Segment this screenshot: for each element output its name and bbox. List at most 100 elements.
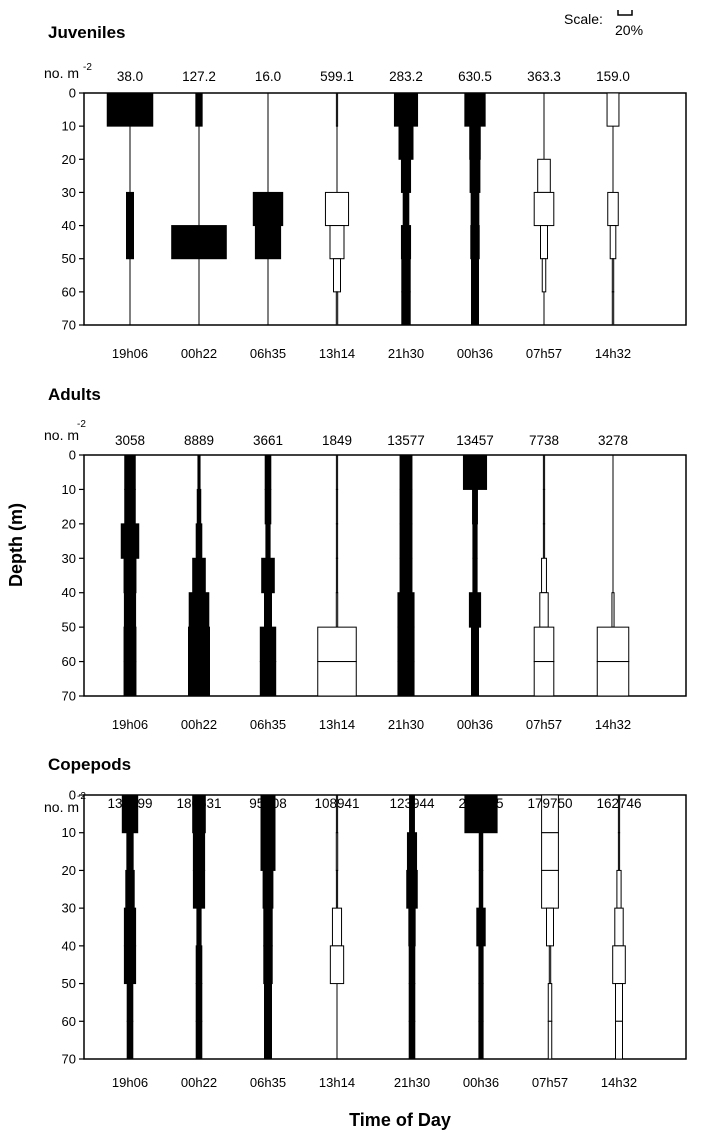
depth-bar (397, 661, 415, 697)
plot-frame (83, 794, 687, 1060)
depth-bar (616, 869, 622, 909)
column-time-label: 21h30 (388, 346, 424, 361)
depth-bar (469, 158, 481, 193)
column-07h57: 179750 07h57 (527, 794, 573, 1090)
depth-bar (541, 869, 559, 909)
depth-bar (399, 454, 413, 490)
column-time-label: 19h06 (112, 1075, 148, 1090)
depth-bar (264, 1020, 272, 1060)
depth-bar (542, 523, 546, 559)
count-unit-label: no. m (44, 65, 79, 81)
depth-bar (126, 225, 134, 260)
depth-bar (317, 626, 357, 663)
depth-bar (335, 523, 339, 559)
depth-bar (471, 626, 479, 663)
depth-bar (335, 832, 339, 871)
column-time-label: 06h35 (250, 1075, 286, 1090)
depth-bar (335, 557, 339, 594)
depth-bar (335, 92, 339, 127)
y-tick-label: 60 (62, 654, 76, 669)
depth-bar (188, 592, 210, 628)
count-unit-exponent: -2 (77, 791, 86, 802)
depth-bar (478, 1020, 484, 1060)
column-count: 123944 (389, 796, 435, 811)
depth-bar (546, 907, 554, 947)
depth-bar (171, 225, 227, 260)
depth-bar (196, 907, 202, 947)
depth-bar (393, 92, 419, 127)
y-tick-label: 0 (69, 788, 76, 803)
y-tick-label: 30 (62, 185, 76, 200)
depth-bar (533, 191, 555, 227)
depth-bar (468, 592, 482, 628)
depth-bar (472, 557, 478, 594)
depth-bar (478, 832, 484, 871)
depth-bar (471, 258, 479, 293)
y-tick-label: 40 (62, 585, 76, 600)
column-time-label: 13h14 (319, 1075, 355, 1090)
depth-bar (254, 225, 282, 260)
column-13h14: 1849 13h14 (317, 433, 357, 732)
column-14h32: 159.0 14h32 (595, 69, 631, 361)
column-count: 95808 (249, 796, 287, 811)
depth-bar (596, 626, 630, 663)
depth-bar (126, 832, 134, 871)
depth-bar (335, 291, 339, 326)
column-time-label: 07h57 (532, 1075, 568, 1090)
y-tick-label: 70 (62, 689, 76, 704)
y-tick-label: 50 (62, 251, 76, 266)
y-tick-label: 30 (62, 901, 76, 916)
y-tick-label: 30 (62, 551, 76, 566)
depth-bar (188, 626, 210, 663)
depth-bar (400, 158, 412, 193)
depth-bar (539, 592, 549, 628)
column-count: 13457 (456, 433, 494, 448)
column-00h36: 201855 00h36 (458, 794, 504, 1090)
y-tick-label: 20 (62, 516, 76, 531)
column-time-label: 00h36 (463, 1075, 499, 1090)
y-tick-label: 40 (62, 218, 76, 233)
y-tick-label: 10 (62, 825, 76, 840)
plot-frame (83, 92, 687, 326)
column-00h36: 13457 00h36 (456, 433, 494, 732)
column-time-label: 19h06 (112, 346, 148, 361)
column-time-label: 00h22 (181, 717, 217, 732)
scale-label: Scale: (564, 11, 603, 27)
depth-bar (126, 983, 134, 1022)
column-21h30: 123944 21h30 (389, 794, 435, 1090)
depth-bar (123, 626, 137, 663)
column-time-label: 14h32 (595, 717, 631, 732)
column-count: 3661 (253, 433, 283, 448)
panel-title: Copepods (48, 755, 131, 774)
column-00h22: 8889 00h22 (181, 433, 217, 732)
depth-bar (615, 983, 623, 1022)
column-21h30: 283.2 21h30 (388, 69, 424, 361)
depth-bar (106, 92, 154, 127)
column-count: 179750 (527, 796, 572, 811)
depth-bar (124, 454, 136, 490)
depth-bar (123, 945, 137, 985)
column-count: 138799 (107, 796, 152, 811)
depth-bar (476, 907, 486, 947)
column-time-label: 14h32 (601, 1075, 637, 1090)
depth-bar (537, 158, 551, 193)
depth-bar (124, 488, 136, 525)
depth-bar (398, 125, 414, 160)
column-time-label: 00h22 (181, 346, 217, 361)
column-13h14: 599.1 13h14 (319, 69, 355, 361)
depth-bar (617, 832, 621, 871)
column-00h22: 186631 00h22 (176, 794, 222, 1090)
y-tick-label: 40 (62, 938, 76, 953)
count-unit-exponent: -2 (77, 419, 86, 430)
depth-bar (265, 523, 271, 559)
depth-bar (596, 661, 630, 697)
depth-bar (541, 832, 559, 871)
depth-bar (329, 945, 345, 985)
column-00h22: 127.2 00h22 (171, 69, 227, 361)
column-06h35: 16.0 06h35 (250, 69, 286, 361)
depth-bar (547, 983, 553, 1022)
depth-bar (335, 488, 339, 525)
column-07h57: 363.3 07h57 (526, 69, 562, 361)
column-count: 16.0 (255, 69, 281, 84)
